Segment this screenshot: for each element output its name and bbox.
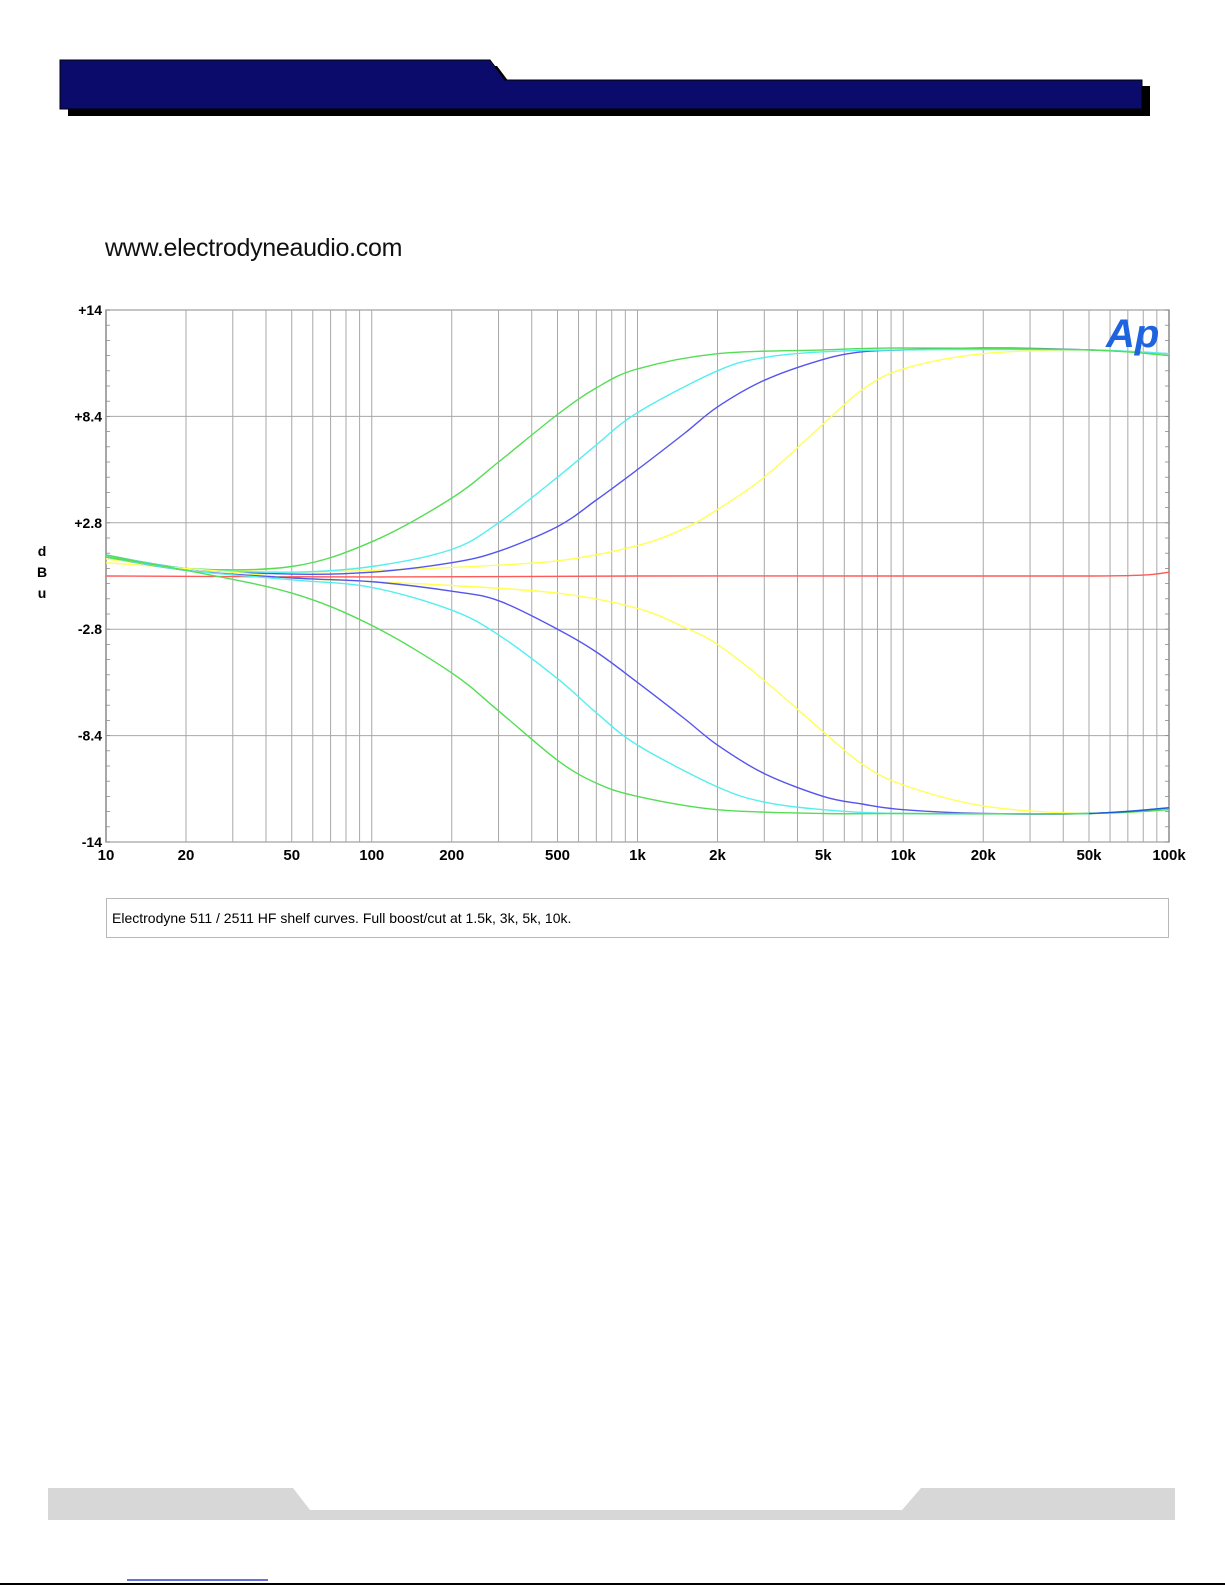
y-tick-label: -14 — [82, 834, 102, 850]
x-tick-label: 20k — [971, 847, 997, 864]
ap-logo: Ap — [1105, 312, 1159, 356]
caption-box: Electrodyne 511 / 2511 HF shelf curves. … — [106, 898, 1169, 938]
bottom-rule — [0, 1579, 1225, 1585]
series-line — [105, 556, 1170, 815]
chart-series — [105, 347, 1170, 815]
x-tick-label: 10k — [891, 847, 917, 864]
series-line — [105, 556, 1170, 815]
series-line — [105, 571, 1170, 578]
series-line — [105, 347, 1170, 571]
x-tick-label: 100 — [359, 847, 384, 864]
ap-logo-text: Ap — [1105, 312, 1159, 356]
x-tick-label: 10 — [98, 847, 115, 864]
y-tick-label: -2.8 — [78, 621, 102, 637]
x-tick-label: 50 — [283, 847, 300, 864]
header-bar-fill — [59, 59, 1143, 110]
y-tick-label: +2.8 — [74, 515, 102, 531]
series-line — [105, 347, 1170, 576]
caption-text: Electrodyne 511 / 2511 HF shelf curves. … — [112, 910, 572, 926]
footer-bar-fill — [48, 1488, 1175, 1520]
y-tick-label: -8.4 — [78, 728, 102, 744]
footer-bar — [48, 1488, 1175, 1520]
x-tick-label: 200 — [439, 847, 464, 864]
x-tick-label: 20 — [178, 847, 195, 864]
header-bar — [59, 59, 1150, 116]
x-tick-label: 5k — [815, 847, 832, 864]
series-line — [1088, 807, 1170, 815]
site-url[interactable]: www.electrodyneaudio.com — [105, 234, 403, 262]
y-tick-label: +8.4 — [74, 408, 102, 424]
series-line — [105, 348, 1170, 573]
x-tick-label: 50k — [1076, 847, 1102, 864]
x-tick-label: 100k — [1152, 847, 1186, 864]
x-tick-label: 500 — [545, 847, 570, 864]
y-axis-label-letter: u — [38, 585, 47, 601]
x-tick-label: 1k — [629, 847, 646, 864]
y-axis-label-letter: d — [38, 543, 47, 559]
x-tick-label: 2k — [709, 847, 726, 864]
y-axis-label-letter: B — [37, 564, 47, 580]
y-tick-label: +14 — [78, 302, 102, 318]
